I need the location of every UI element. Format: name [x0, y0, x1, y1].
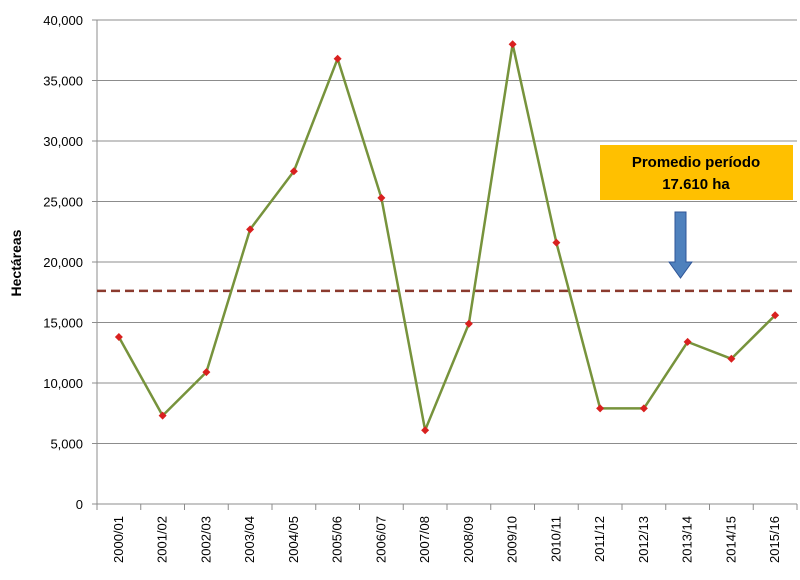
y-tick-label: 30,000: [43, 134, 83, 149]
y-tick-label: 20,000: [43, 255, 83, 270]
x-tick-label: 2009/10: [505, 516, 520, 563]
x-tick-label: 2002/03: [198, 516, 213, 563]
y-tick-label: 15,000: [43, 316, 83, 331]
gridlines: [97, 19, 797, 444]
data-point-marker: [246, 225, 255, 234]
x-tick-label: 2008/09: [461, 516, 476, 563]
data-point-marker: [727, 354, 736, 363]
y-axis-title: Hectáreas: [8, 229, 24, 296]
series-group: [114, 40, 780, 435]
x-tick-label: 2007/08: [417, 516, 432, 563]
down-arrow-icon: [668, 211, 693, 279]
x-tick-label: 2012/13: [636, 516, 651, 563]
data-point-marker: [464, 319, 473, 328]
y-tick-label: 5,000: [50, 437, 83, 452]
y-tick-label: 40,000: [43, 13, 83, 28]
x-tick-label: 2004/05: [286, 516, 301, 563]
average-callout: Promedio período 17.610 ha: [600, 145, 793, 279]
y-tick-label: 0: [76, 497, 83, 512]
y-tick-label: 10,000: [43, 376, 83, 391]
data-point-marker: [508, 40, 517, 49]
callout-box: [600, 145, 793, 200]
data-point-marker: [552, 238, 561, 247]
data-point-marker: [596, 404, 605, 413]
x-tick-label: 2006/07: [373, 516, 388, 563]
callout-label: Promedio período: [632, 154, 760, 171]
y-tick-label: 25,000: [43, 195, 83, 210]
data-point-marker: [158, 411, 167, 420]
x-tick-label: 2010/11: [548, 516, 563, 562]
x-tick-label: 2013/14: [680, 516, 695, 563]
data-point-marker: [289, 167, 298, 176]
x-tick-label: 2005/06: [330, 516, 345, 563]
series-line: [117, 42, 777, 432]
y-tick-label: 35,000: [43, 74, 83, 89]
arrow-shape: [668, 211, 693, 279]
x-tick-label: 2001/02: [155, 516, 170, 563]
x-tick-label: 2014/15: [723, 516, 738, 563]
data-point-marker: [114, 333, 123, 342]
callout-value: 17.610 ha: [662, 176, 730, 193]
data-point-marker: [333, 54, 342, 63]
y-tick-labels: 0 5,000 10,000 15,000 20,000 25,000 30,000 35,0…: [43, 13, 83, 512]
data-point-marker: [377, 193, 386, 202]
data-point-marker: [771, 311, 780, 320]
data-point-marker: [202, 368, 211, 377]
x-tick-labels: 2000/01 2001/02 2002/03 2003/04 2004/05 2005/…: [111, 516, 782, 563]
data-point-marker: [683, 337, 692, 346]
x-tick-label: 2015/16: [767, 516, 782, 563]
x-tick-label: 2011/12: [592, 516, 607, 562]
x-tick-label: 2000/01: [111, 516, 126, 563]
axes: [92, 19, 798, 510]
x-tick-label: 2003/04: [242, 516, 257, 563]
data-point-marker: [421, 426, 430, 435]
data-point-marker: [639, 404, 648, 413]
